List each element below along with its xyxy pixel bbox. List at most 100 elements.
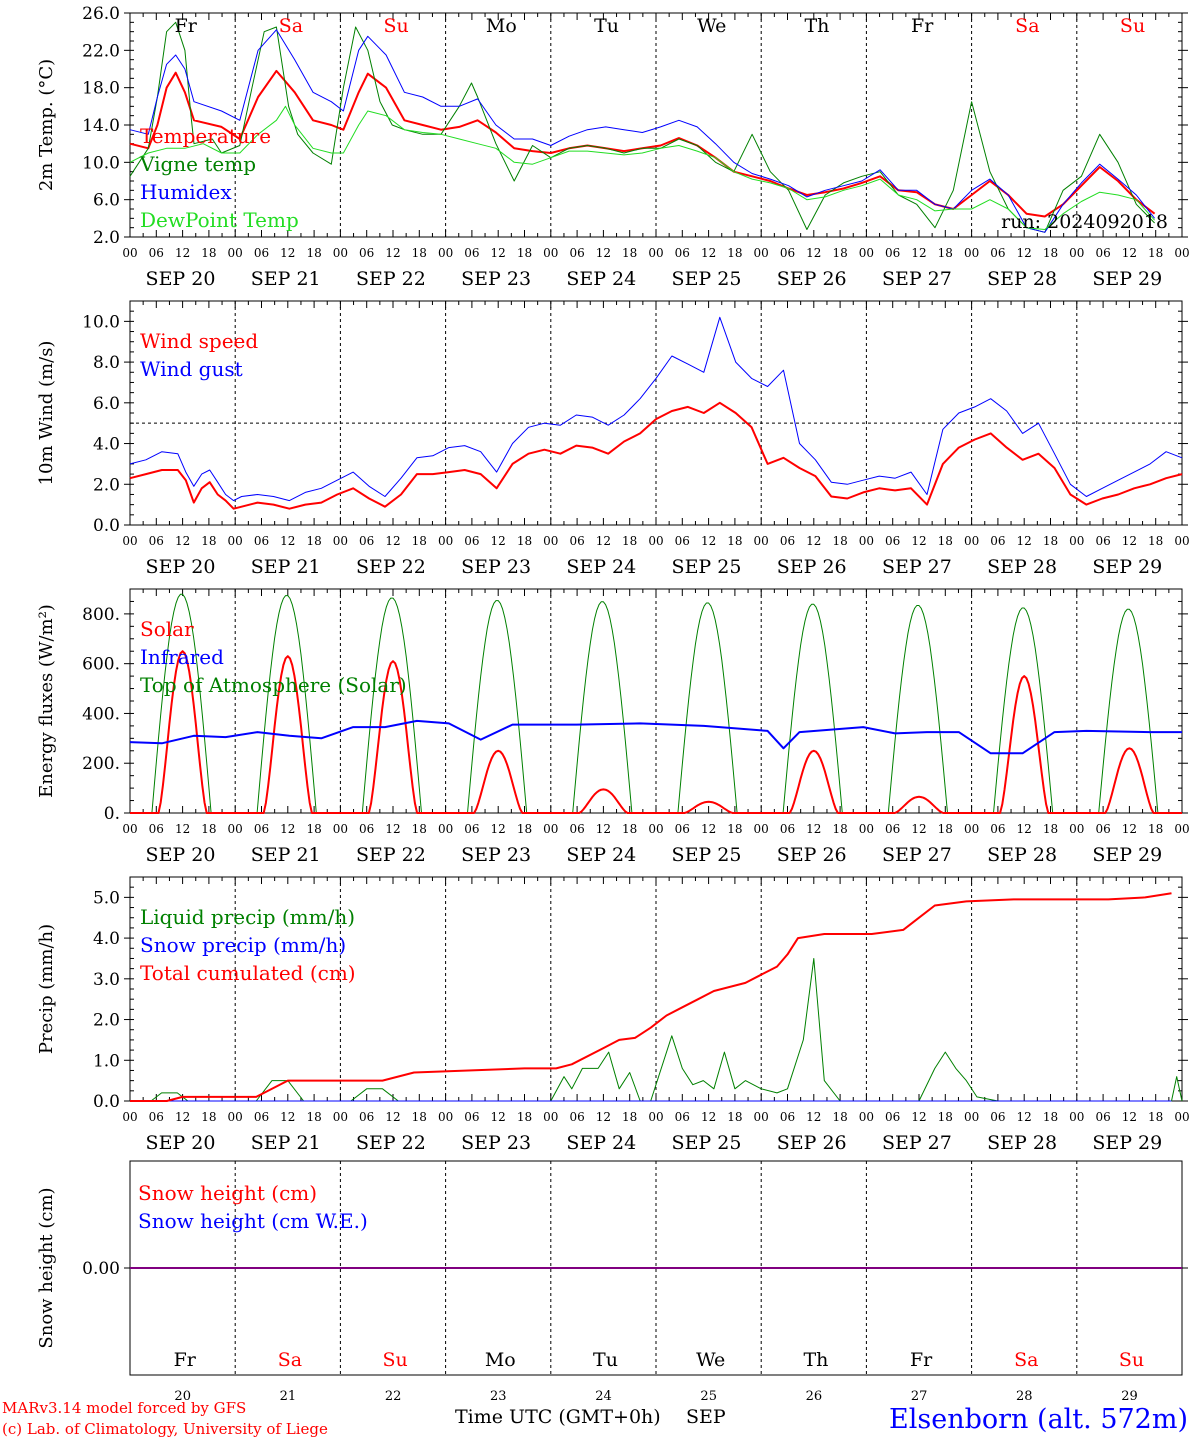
hour-tick-label: 18 bbox=[727, 534, 742, 548]
hour-tick-label: 00 bbox=[648, 822, 663, 836]
weekday-label: Sa bbox=[279, 15, 303, 37]
hour-tick-label: 00 bbox=[964, 822, 979, 836]
copyright-credit: (c) Lab. of Climatology, University of L… bbox=[2, 1420, 328, 1438]
hour-tick-label: 06 bbox=[780, 246, 795, 260]
date-label: SEP 23 bbox=[461, 1132, 531, 1154]
weekday-label: Su bbox=[1119, 1349, 1144, 1371]
y-tick-label: 22.0 bbox=[82, 41, 120, 61]
date-label: SEP 26 bbox=[777, 268, 847, 290]
hour-tick-label: 18 bbox=[938, 822, 953, 836]
weekday-label: Th bbox=[803, 1349, 828, 1371]
legend-entry: Snow height (cm) bbox=[138, 1181, 317, 1205]
hour-tick-label: 06 bbox=[675, 1110, 690, 1124]
y-tick-label: 0.0 bbox=[93, 516, 120, 536]
legend-entry: Top of Atmosphere (Solar) bbox=[140, 673, 407, 697]
day-number-label: 28 bbox=[1016, 1389, 1033, 1404]
hour-tick-label: 00 bbox=[228, 534, 243, 548]
hour-tick-label: 00 bbox=[648, 246, 663, 260]
hour-tick-label: 06 bbox=[990, 1110, 1005, 1124]
series-line bbox=[129, 69, 1156, 218]
hour-tick-label: 18 bbox=[832, 1110, 847, 1124]
hour-tick-label: 06 bbox=[254, 534, 269, 548]
hour-tick-label: 00 bbox=[754, 1110, 769, 1124]
weekday-label: Fr bbox=[911, 15, 934, 37]
hour-tick-label: 18 bbox=[306, 534, 321, 548]
day-number-label: 25 bbox=[700, 1389, 717, 1404]
hour-tick-label: 06 bbox=[569, 246, 584, 260]
run-annotation: run: 2024092018 bbox=[1001, 211, 1168, 233]
hour-tick-label: 12 bbox=[701, 822, 716, 836]
weekday-label: Tu bbox=[593, 1349, 618, 1371]
weekday-label: Su bbox=[1120, 15, 1145, 37]
hour-tick-label: 00 bbox=[543, 1110, 558, 1124]
date-label: SEP 28 bbox=[987, 1132, 1057, 1154]
date-label: SEP 24 bbox=[566, 268, 636, 290]
hour-tick-label: 18 bbox=[727, 822, 742, 836]
hour-tick-label: 12 bbox=[1122, 246, 1137, 260]
legend-entry: Solar bbox=[140, 617, 194, 641]
date-label: SEP 29 bbox=[1092, 556, 1162, 578]
date-label: SEP 25 bbox=[672, 556, 742, 578]
date-label: SEP 22 bbox=[356, 844, 426, 866]
hour-tick-label: 18 bbox=[832, 534, 847, 548]
hour-tick-label: 18 bbox=[517, 822, 532, 836]
hour-tick-label: 06 bbox=[464, 534, 479, 548]
hour-tick-label: 06 bbox=[359, 246, 374, 260]
y-tick-label: 3.0 bbox=[93, 970, 120, 990]
legend-entry: DewPoint Temp bbox=[140, 208, 299, 232]
hour-tick-label: 06 bbox=[359, 1110, 374, 1124]
hour-tick-label: 00 bbox=[122, 822, 137, 836]
y-tick-label: 0.0 bbox=[93, 1092, 120, 1112]
day-number-label: 24 bbox=[595, 1389, 612, 1404]
hour-tick-label: 12 bbox=[806, 534, 821, 548]
weekday-label: We bbox=[696, 1349, 725, 1371]
hour-tick-label: 06 bbox=[990, 534, 1005, 548]
hour-tick-label: 06 bbox=[569, 822, 584, 836]
legend-entry: Liquid precip (mm/h) bbox=[140, 905, 355, 929]
plot-frame bbox=[129, 300, 1183, 526]
date-label: SEP 29 bbox=[1092, 844, 1162, 866]
hour-tick-label: 18 bbox=[201, 534, 216, 548]
hour-tick-label: 00 bbox=[859, 822, 874, 836]
hour-tick-label: 00 bbox=[754, 822, 769, 836]
date-label: SEP 21 bbox=[251, 844, 321, 866]
hour-tick-label: 00 bbox=[438, 1110, 453, 1124]
date-label: SEP 22 bbox=[356, 556, 426, 578]
y-axis-label: Energy fluxes (W/m²) bbox=[36, 604, 57, 798]
hour-tick-label: 00 bbox=[543, 822, 558, 836]
hour-tick-label: 18 bbox=[412, 822, 427, 836]
date-label: SEP 22 bbox=[356, 1132, 426, 1154]
y-tick-label: 8.0 bbox=[93, 353, 120, 373]
series-line bbox=[129, 719, 1182, 755]
hour-tick-label: 12 bbox=[701, 534, 716, 548]
hour-tick-label: 18 bbox=[201, 1110, 216, 1124]
y-tick-label: 18.0 bbox=[82, 79, 120, 99]
y-tick-label: 2.0 bbox=[93, 228, 120, 248]
y-tick-label: 2.0 bbox=[93, 1011, 120, 1031]
hour-tick-label: 12 bbox=[385, 1110, 400, 1124]
hour-tick-label: 12 bbox=[491, 1110, 506, 1124]
hour-tick-label: 12 bbox=[596, 822, 611, 836]
hour-tick-label: 00 bbox=[228, 1110, 243, 1124]
y-tick-label: 6.0 bbox=[93, 394, 120, 414]
hour-tick-label: 18 bbox=[622, 534, 637, 548]
weekday-label: Sa bbox=[1014, 1349, 1038, 1371]
hour-tick-label: 18 bbox=[938, 246, 953, 260]
date-label: SEP 27 bbox=[882, 556, 952, 578]
weekday-label: Fr bbox=[910, 1349, 933, 1371]
weekday-label: Th bbox=[804, 15, 829, 37]
y-tick-label: 5.0 bbox=[93, 888, 120, 908]
date-label: SEP 21 bbox=[251, 556, 321, 578]
hour-tick-label: 06 bbox=[1095, 534, 1110, 548]
hour-tick-label: 12 bbox=[911, 822, 926, 836]
x-axis-label: Time UTC (GMT+0h) bbox=[455, 1406, 661, 1428]
hour-tick-label: 06 bbox=[885, 822, 900, 836]
hour-tick-label: 12 bbox=[385, 246, 400, 260]
hour-tick-label: 12 bbox=[280, 822, 295, 836]
y-axis-label: 2m Temp. (°C) bbox=[36, 59, 57, 191]
hour-tick-label: 18 bbox=[622, 246, 637, 260]
hour-tick-label: 18 bbox=[412, 246, 427, 260]
panel-wind: 00 06 12 18 00 06 12 18 00 06 12 18 00 06 12 18 00 06 12 18… bbox=[36, 300, 1190, 578]
legend-entry: Humidex bbox=[140, 180, 232, 204]
